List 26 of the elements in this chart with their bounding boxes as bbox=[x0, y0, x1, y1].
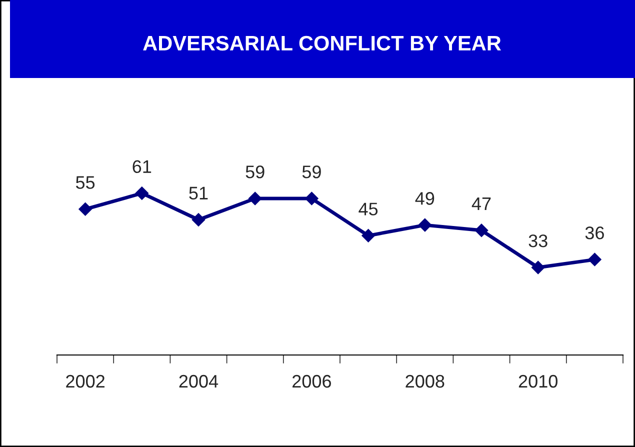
point bbox=[305, 192, 318, 206]
point bbox=[474, 224, 488, 237]
point bbox=[248, 192, 262, 206]
point bbox=[588, 252, 602, 266]
x-tick-label: 2006 bbox=[292, 374, 331, 388]
x-tick-label: 2008 bbox=[406, 374, 444, 388]
x-tick-label: 2002 bbox=[66, 374, 104, 388]
point bbox=[78, 202, 92, 216]
point bbox=[532, 260, 545, 274]
chart-title: ADVERSARIAL CONFLICT BY YEAR bbox=[143, 36, 502, 51]
data-label: 61 bbox=[132, 160, 152, 173]
data-label: 47 bbox=[472, 198, 491, 210]
data-label: 33 bbox=[528, 234, 548, 248]
data-label: 45 bbox=[358, 202, 378, 216]
point bbox=[362, 229, 375, 242]
point bbox=[192, 213, 206, 226]
data-label: 59 bbox=[302, 166, 321, 178]
point bbox=[418, 218, 432, 232]
data-label: 59 bbox=[246, 166, 264, 178]
data-label: 49 bbox=[415, 192, 434, 205]
data-label: 36 bbox=[585, 226, 604, 240]
x-tick-label: 2010 bbox=[518, 374, 558, 388]
point bbox=[135, 186, 148, 200]
data-label: 51 bbox=[189, 186, 208, 200]
x-tick-label: 2004 bbox=[179, 374, 218, 388]
data-label: 55 bbox=[76, 176, 95, 189]
